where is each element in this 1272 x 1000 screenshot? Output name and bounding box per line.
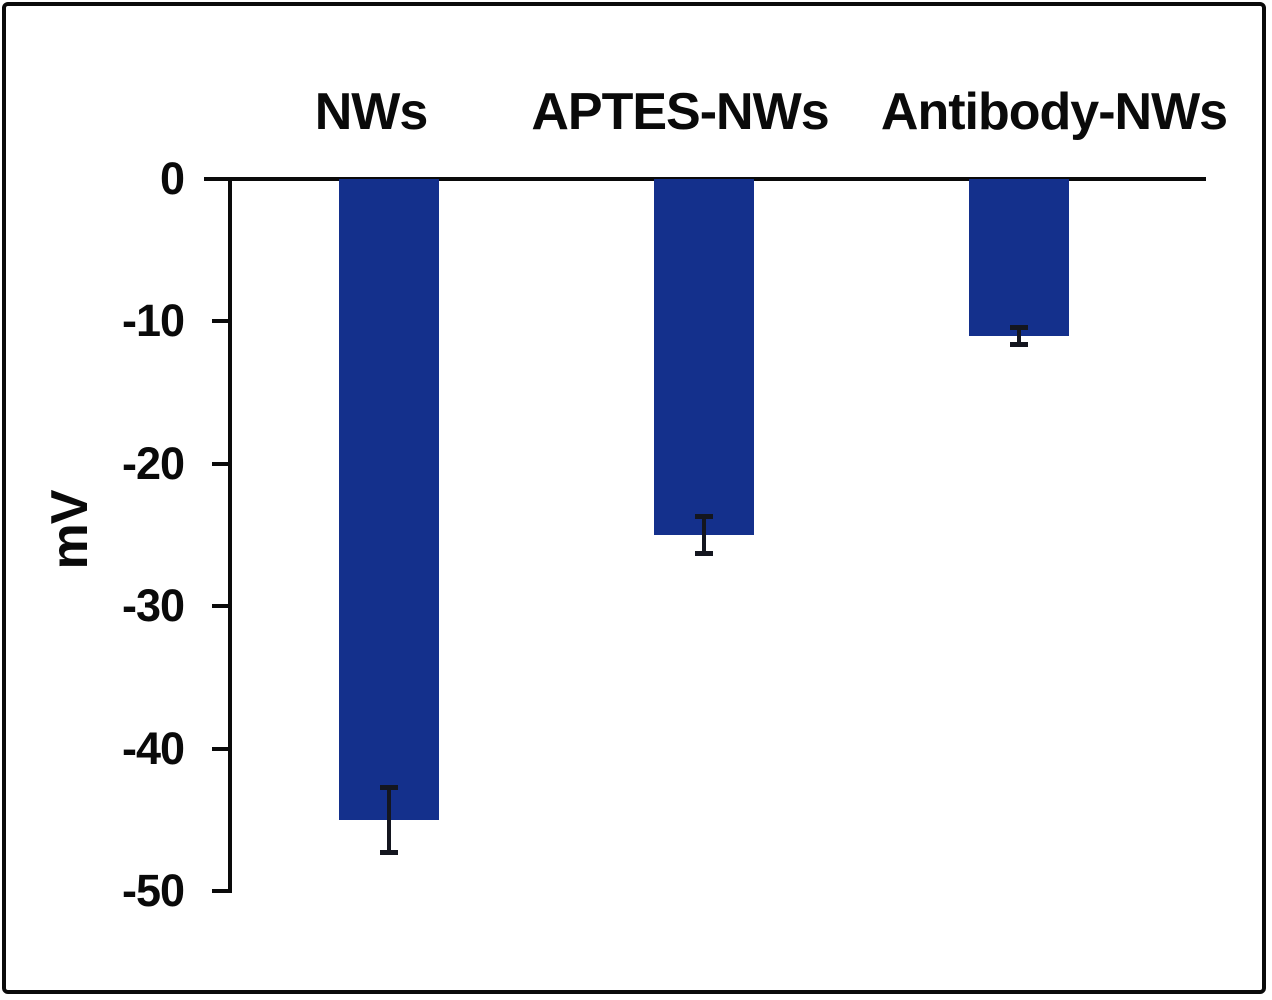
y-tick-label: -10: [121, 295, 185, 347]
y-tick-label: -20: [121, 437, 185, 489]
bar-aptes-nws: [654, 179, 754, 535]
error-bar-cap-top-antibody-nws: [1010, 324, 1028, 330]
y-tick-mark: [212, 746, 230, 751]
bar-chart: mV 0 -10 -20 -30 -40 -50 NWs APTES-NWs Antibody-…: [6, 6, 1262, 990]
y-tick-label: -50: [121, 865, 185, 916]
error-bar-stem-antibody-nws: [1017, 327, 1021, 345]
category-label-nws: NWs: [314, 83, 429, 141]
error-bar-cap-top-aptes-nws: [695, 513, 713, 519]
bar-antibody-nws: [969, 179, 1069, 336]
error-bar-stem-nws: [387, 787, 391, 853]
error-bar-stem-aptes-nws: [702, 516, 706, 554]
y-tick-label: 0: [159, 153, 185, 204]
y-tick-label: -40: [121, 722, 185, 774]
y-tick-mark: [212, 461, 230, 466]
bar-nws: [339, 179, 439, 820]
error-bar-cap-top-nws: [380, 784, 398, 790]
y-axis-title: mV: [41, 490, 99, 570]
y-tick-mark: [212, 604, 230, 609]
y-tick-mark: [212, 889, 230, 893]
error-bar-cap-bottom-antibody-nws: [1010, 341, 1028, 347]
category-label-aptes-nws: APTES-NWs: [531, 83, 829, 141]
error-bar-cap-bottom-aptes-nws: [695, 551, 713, 556]
error-bar-cap-bottom-nws: [380, 850, 398, 856]
y-axis-line: [228, 179, 232, 893]
y-tick-label: -30: [121, 580, 185, 632]
y-tick-mark: [212, 319, 230, 324]
category-label-antibody-nws: Antibody-NWs: [880, 83, 1228, 141]
